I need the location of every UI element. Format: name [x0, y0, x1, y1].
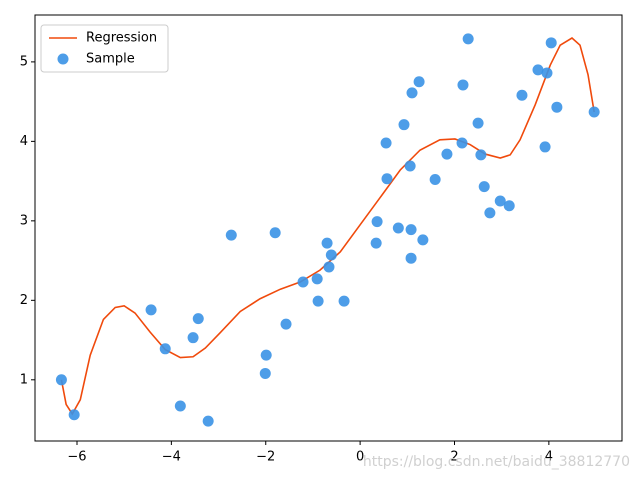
sample-point [503, 200, 515, 212]
sample-point [321, 237, 333, 249]
x-tick-label: −6 [67, 450, 86, 465]
sample-point [472, 117, 484, 129]
sample-point [68, 409, 80, 421]
y-tick-label: 5 [20, 54, 28, 69]
sample-point [539, 141, 551, 153]
sample-point [551, 101, 563, 113]
sample-point [312, 295, 324, 307]
sample-point [297, 276, 309, 288]
sample-point [280, 318, 292, 330]
y-tick-label: 4 [20, 134, 28, 149]
sample-point [429, 174, 441, 186]
x-tick-label: −4 [162, 450, 181, 465]
sample-point [545, 37, 557, 49]
sample-point [371, 216, 383, 228]
sample-point [541, 67, 553, 79]
sample-point [192, 313, 204, 325]
sample-point [323, 261, 335, 273]
sample-point [494, 195, 506, 207]
legend-swatch [57, 53, 69, 65]
sample-point [462, 33, 474, 45]
sample-point [311, 273, 323, 285]
plot-frame [34, 14, 623, 442]
sample-point [484, 207, 496, 219]
sample-point [406, 87, 418, 99]
x-tick-label: 4 [545, 450, 553, 465]
sample-point [413, 76, 425, 88]
sample-point [338, 295, 350, 307]
y-tick-label: 3 [20, 213, 28, 228]
regression-line [60, 37, 595, 416]
sample-point [478, 181, 490, 193]
sample-point [405, 252, 417, 264]
sample-point [441, 148, 453, 160]
y-tick-label: 2 [20, 293, 28, 308]
sample-point [516, 89, 528, 101]
sample-point [588, 106, 600, 118]
watermark: https://blog.csdn.net/baidu_38812770 [363, 454, 630, 470]
sample-point [159, 343, 171, 355]
sample-point [392, 222, 404, 234]
sample-point [187, 332, 199, 344]
sample-point [381, 173, 393, 185]
sample-point [380, 137, 392, 149]
sample-point [457, 79, 469, 91]
sample-point [55, 374, 67, 386]
sample-point [475, 149, 487, 161]
sample-point [405, 224, 417, 236]
x-tick-label: 0 [356, 450, 364, 465]
sample-point [404, 160, 416, 172]
sample-point [260, 349, 272, 361]
sample-point [370, 237, 382, 249]
legend-box [40, 24, 169, 73]
legend-label: Regression [86, 31, 157, 46]
x-tick-label: 2 [450, 450, 458, 465]
x-tick-label: −2 [256, 450, 275, 465]
sample-point [269, 227, 281, 239]
sample-point [174, 400, 186, 412]
sample-point [417, 234, 429, 246]
sample-point [225, 229, 237, 241]
sample-point [532, 64, 544, 76]
sample-point [398, 119, 410, 131]
sample-point [145, 304, 157, 316]
y-tick-label: 1 [20, 372, 28, 387]
sample-point [202, 415, 214, 427]
sample-point [259, 367, 271, 379]
legend-label: Sample [86, 52, 135, 67]
sample-point [325, 249, 337, 261]
sample-point [456, 137, 468, 149]
